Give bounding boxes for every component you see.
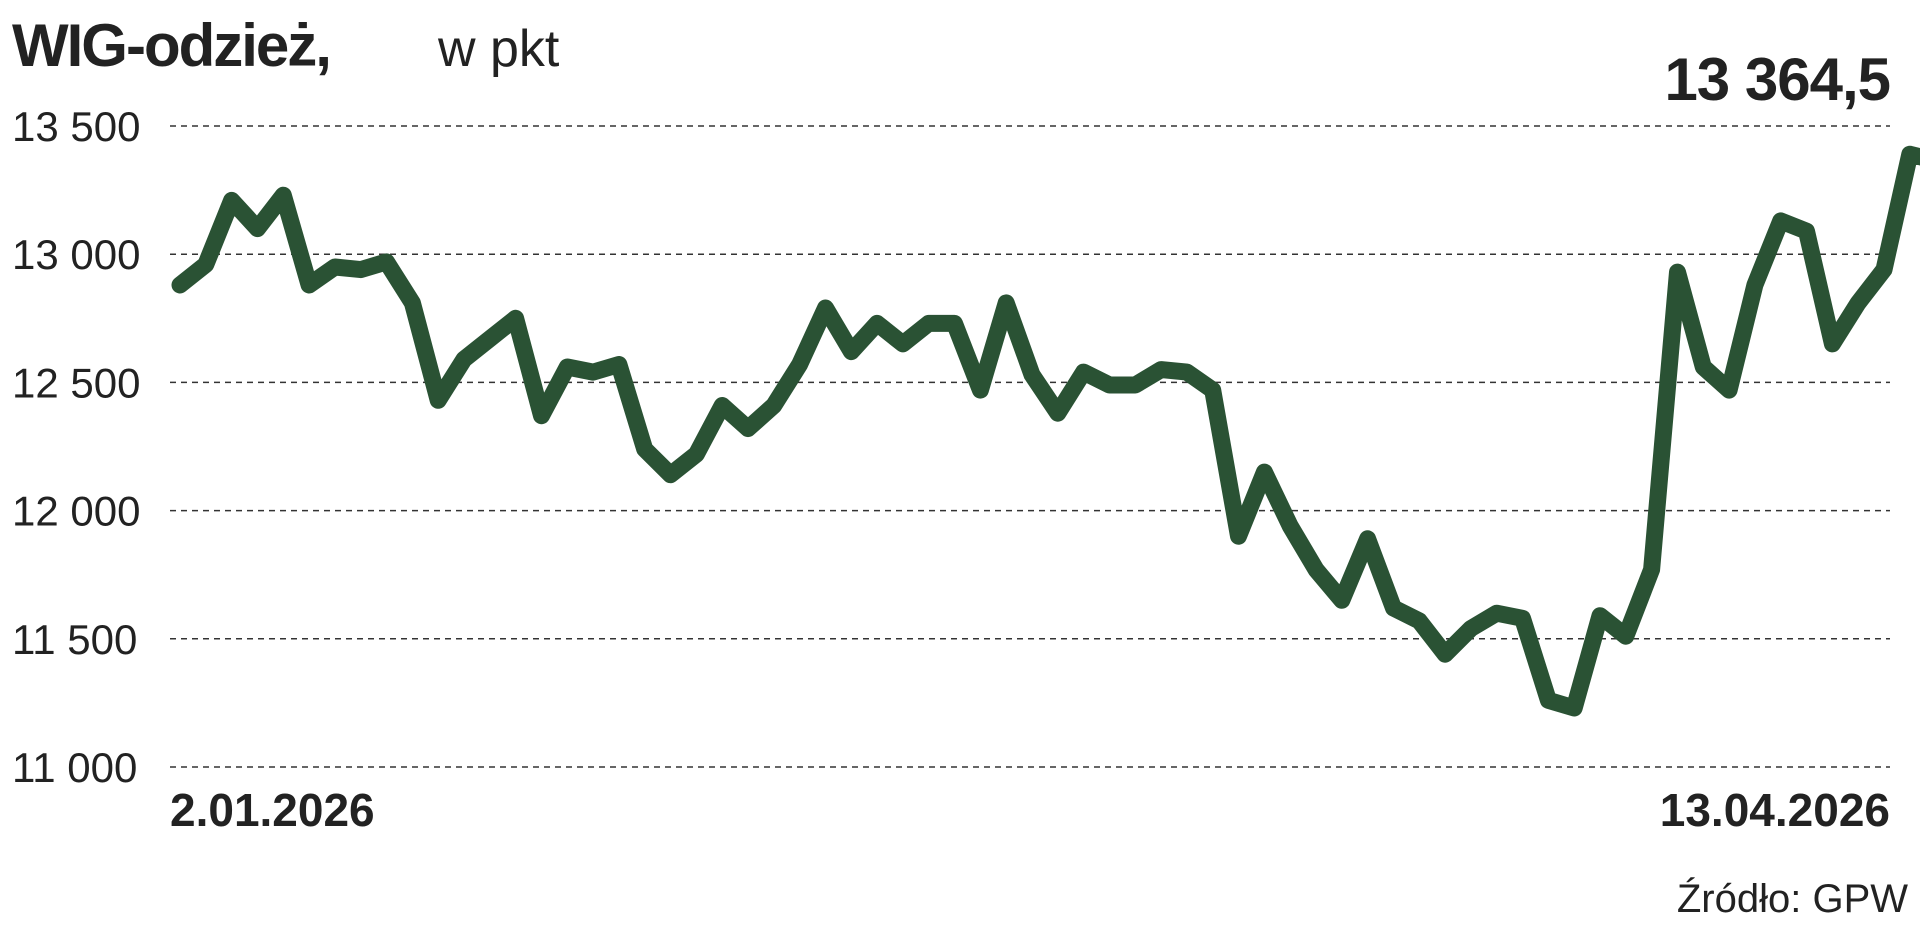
y-tick-label: 13 500 [12, 103, 140, 150]
chart-title: WIG-odzież, [12, 12, 330, 79]
y-tick-label: 11 000 [12, 744, 137, 791]
y-tick-label: 12 000 [12, 488, 140, 535]
y-tick-label: 13 000 [12, 231, 140, 278]
y-tick-label: 11 500 [12, 616, 137, 663]
value-label: 13 364,5 [1664, 46, 1890, 113]
chart-subtitle: w pkt [437, 20, 560, 78]
y-tick-label: 12 500 [12, 359, 140, 406]
source: Źródło: GPW [1677, 876, 1908, 921]
x-tick-label: 2.01.2026 [170, 784, 375, 836]
x-tick-label: 13.04.2026 [1660, 784, 1890, 836]
line [171, 145, 1920, 717]
